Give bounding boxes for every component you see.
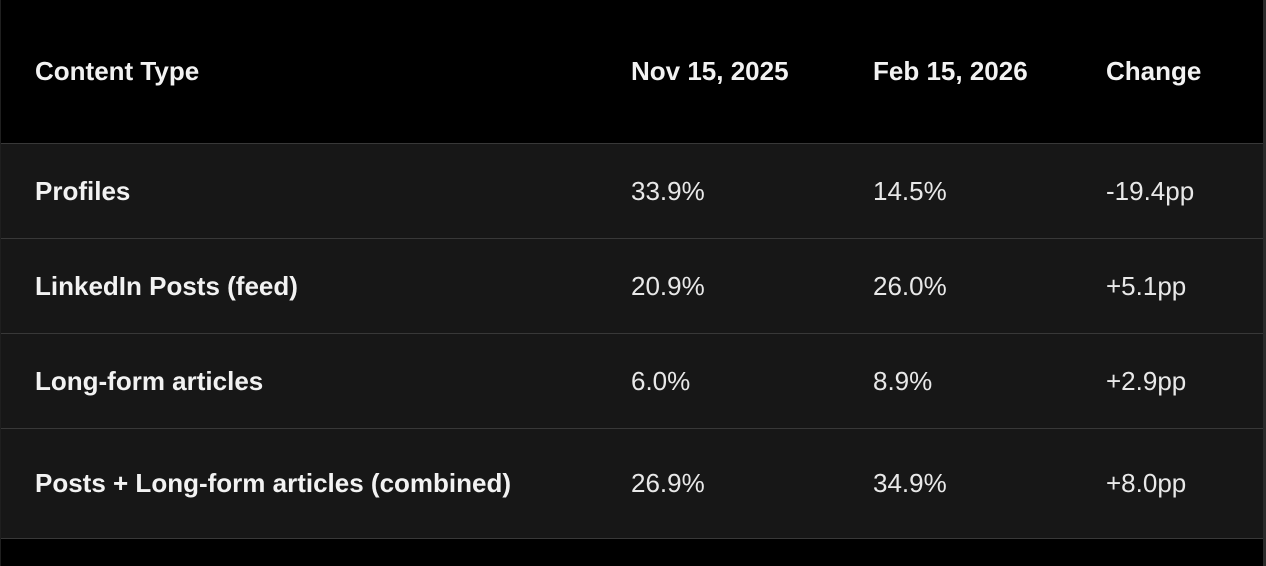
- table-header-row: Content Type Nov 15, 2025 Feb 15, 2026 C…: [1, 0, 1263, 143]
- cell-feb-15-2026: 14.5%: [860, 142, 1093, 239]
- cell-change: +5.1pp: [1093, 237, 1263, 334]
- cell-nov-15-2025: 26.9%: [618, 428, 860, 539]
- cell-nov-15-2025: 20.9%: [618, 237, 860, 334]
- column-header-nov-15-2025: Nov 15, 2025: [618, 0, 860, 143]
- cell-content-type: Profiles: [1, 142, 618, 239]
- cell-nov-15-2025: 33.9%: [618, 142, 860, 239]
- cell-feb-15-2026: 26.0%: [860, 237, 1093, 334]
- table-row: Posts + Long-form articles (combined) 26…: [1, 428, 1263, 539]
- content-share-table: Content Type Nov 15, 2025 Feb 15, 2026 C…: [1, 0, 1263, 539]
- cell-content-type: Long-form articles: [1, 333, 618, 429]
- column-header-feb-15-2026: Feb 15, 2026: [860, 0, 1093, 143]
- cell-content-type: LinkedIn Posts (feed): [1, 237, 618, 334]
- cell-content-type: Posts + Long-form articles (combined): [1, 428, 618, 539]
- table-body: Profiles 33.9% 14.5% -19.4pp LinkedIn Po…: [1, 142, 1263, 539]
- column-header-change: Change: [1093, 0, 1263, 143]
- table-header: Content Type Nov 15, 2025 Feb 15, 2026 C…: [1, 0, 1263, 143]
- cell-change: -19.4pp: [1093, 142, 1263, 239]
- table-row: Profiles 33.9% 14.5% -19.4pp: [1, 142, 1263, 239]
- cell-change: +8.0pp: [1093, 428, 1263, 539]
- cell-feb-15-2026: 8.9%: [860, 333, 1093, 429]
- table-row: LinkedIn Posts (feed) 20.9% 26.0% +5.1pp: [1, 237, 1263, 334]
- cell-nov-15-2025: 6.0%: [618, 333, 860, 429]
- table-row: Long-form articles 6.0% 8.9% +2.9pp: [1, 333, 1263, 429]
- cell-change: +2.9pp: [1093, 333, 1263, 429]
- column-header-content-type: Content Type: [1, 0, 618, 143]
- cell-feb-15-2026: 34.9%: [860, 428, 1093, 539]
